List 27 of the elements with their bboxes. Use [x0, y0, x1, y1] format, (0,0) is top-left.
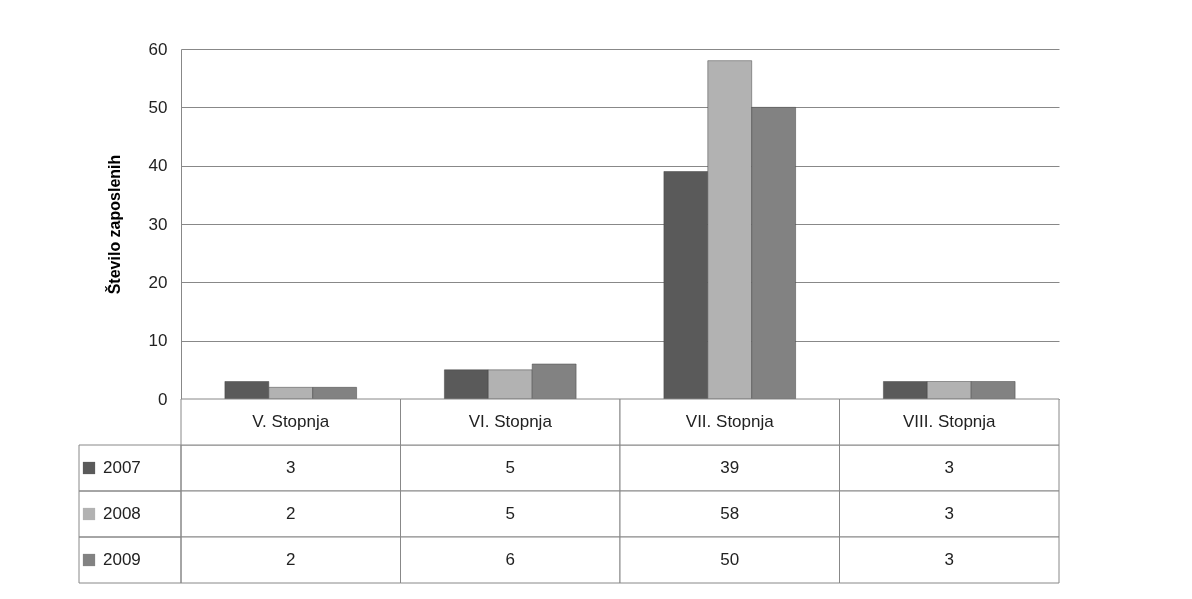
data-label: 2: [286, 550, 296, 569]
data-label: 50: [720, 550, 740, 569]
x-tick-label: VI. Stopnja: [468, 412, 553, 431]
data-label: 5: [505, 504, 515, 523]
data-label: 39: [720, 458, 740, 477]
x-tick-label: VIII. Stopnja: [902, 412, 997, 431]
y-tick-label: 60: [148, 39, 168, 59]
data-label: 3: [944, 550, 954, 569]
legend-label: 2007: [103, 458, 141, 477]
data-label: 5: [505, 458, 515, 477]
y-tick-label: 0: [158, 389, 168, 409]
data-label: 6: [505, 550, 515, 569]
data-label: 3: [944, 458, 954, 477]
data-label: 58: [720, 504, 740, 523]
y-tick-label: 30: [148, 214, 168, 234]
data-label: 2: [286, 504, 296, 523]
data-label: 3: [944, 504, 954, 523]
legend-label: 2009: [103, 550, 141, 569]
y-tick-label: 10: [148, 331, 168, 351]
legend-label: 2008: [103, 504, 141, 523]
y-tick-label: 20: [148, 272, 168, 292]
y-tick-label: 40: [148, 156, 168, 176]
x-tick-label: VII. Stopnja: [685, 412, 775, 431]
y-tick-label: 50: [148, 97, 168, 117]
y-axis-title: Število zaposlenih: [104, 154, 123, 295]
x-tick-label: V. Stopnja: [252, 412, 330, 431]
data-label: 3: [286, 458, 296, 477]
